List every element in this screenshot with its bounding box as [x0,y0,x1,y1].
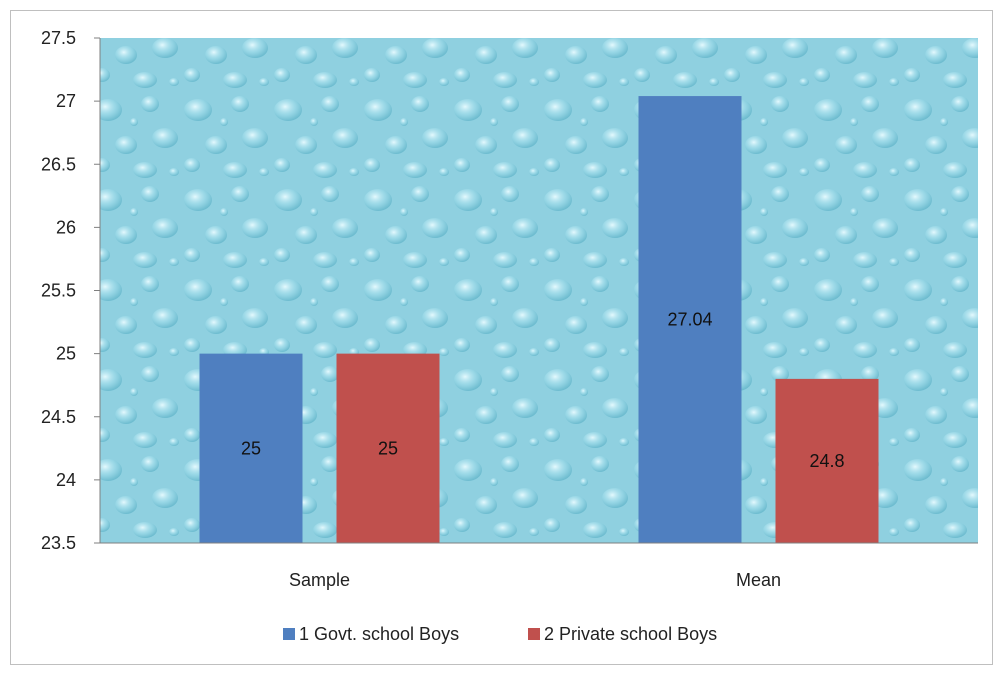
legend-label: 2 Private school Boys [544,624,717,644]
y-tick-label: 26.5 [41,154,76,174]
data-label: 25 [378,438,398,458]
legend: 1 Govt. school Boys 2 Private school Boys [283,624,717,644]
bar-sample-series-2 [336,353,440,543]
y-tick-label: 25 [56,344,76,364]
y-tick-label: 24 [56,470,76,490]
bar-mean-series-2 [775,378,879,543]
legend-label: 1 Govt. school Boys [299,624,459,644]
legend-swatch [528,628,540,640]
bar-sample-series-1 [199,353,303,543]
y-tick-label: 27.5 [41,28,76,48]
data-label: 24.8 [809,451,844,471]
data-label: 27.04 [667,310,712,330]
legend-swatch [283,628,295,640]
bar-mean-series-1 [638,96,742,543]
y-tick-label: 23.5 [41,533,76,553]
x-axis: Sample Mean [100,542,978,590]
y-tick-label: 25.5 [41,281,76,301]
y-tick-label: 24.5 [41,407,76,427]
data-label: 25 [241,438,261,458]
y-axis: 27.5 27 26.5 26 25.5 25 24.5 24 23.5 [41,28,101,553]
y-tick-label: 27 [56,91,76,111]
x-category-label: Mean [736,570,781,590]
x-category-label: Sample [289,570,350,590]
bars: 25 25 27.04 24.8 [199,96,879,543]
y-tick-label: 26 [56,217,76,237]
